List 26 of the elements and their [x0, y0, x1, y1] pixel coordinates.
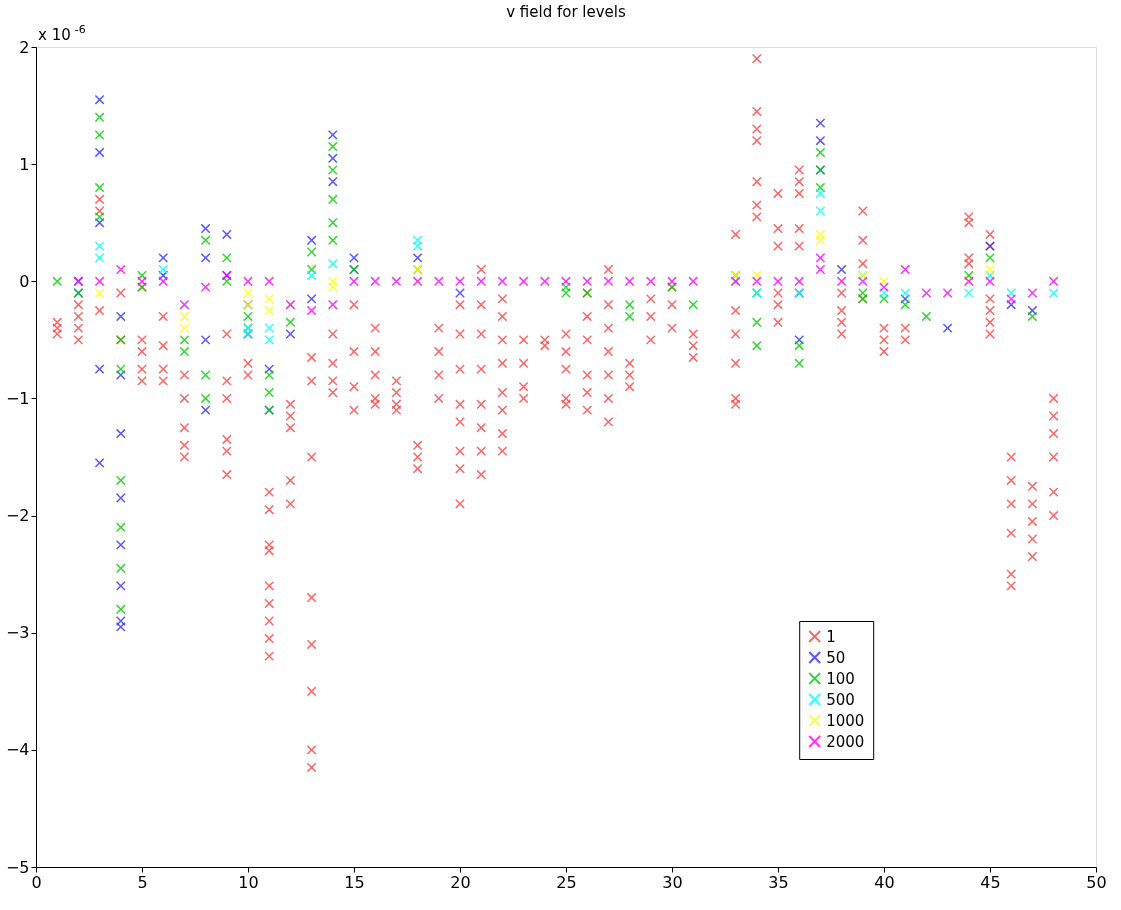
legend-label: 50	[826, 648, 846, 667]
legend-label: 100	[826, 669, 855, 688]
x-tick-label: 35	[768, 872, 789, 892]
x-tick-label: 20	[450, 872, 471, 892]
y-tick-label: 2	[19, 37, 30, 57]
y-tick-label: −1	[5, 388, 30, 408]
x-tick-label: 30	[662, 872, 683, 892]
legend-label: 1000	[826, 711, 865, 730]
legend-label: 500	[826, 690, 855, 709]
chart-title: v field for levels	[506, 3, 627, 21]
y-tick-label: 0	[19, 271, 30, 291]
x-tick-label: 45	[980, 872, 1001, 892]
y-tick-label: −2	[5, 506, 30, 526]
x-tick-label: 40	[874, 872, 895, 892]
legend-label: 2000	[826, 732, 865, 751]
y-tick-label: −3	[5, 623, 30, 643]
y-tick-label: −5	[5, 857, 30, 877]
x-tick-label: 50	[1086, 872, 1107, 892]
x-tick-label: 25	[556, 872, 577, 892]
x-tick-label: 10	[238, 872, 259, 892]
y-tick-label: −4	[5, 740, 30, 760]
y-tick-label: 1	[19, 154, 30, 174]
legend-label: 1	[826, 627, 836, 646]
text: x 10-6	[38, 23, 86, 44]
x-tick-label: 5	[137, 872, 148, 892]
x-tick-label: 15	[344, 872, 365, 892]
